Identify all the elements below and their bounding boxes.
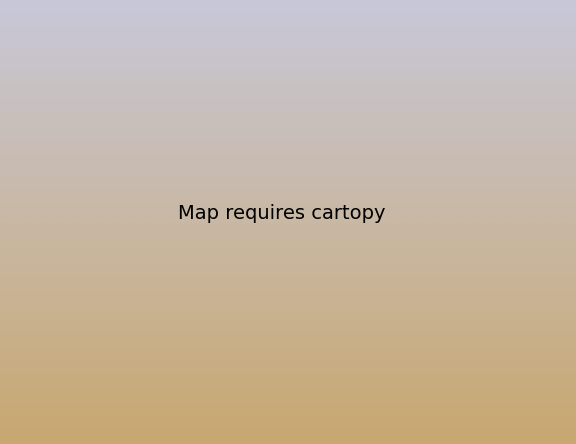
Text: Map requires cartopy: Map requires cartopy [179,204,386,222]
